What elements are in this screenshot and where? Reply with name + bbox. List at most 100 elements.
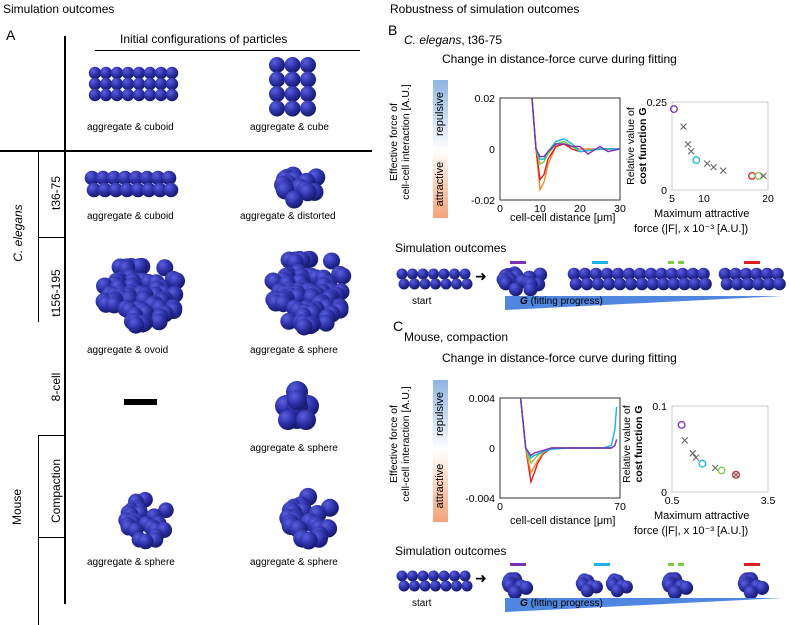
particle [296, 410, 316, 430]
particle [430, 580, 441, 592]
caption-r1c0: aggregate & cuboid [87, 211, 174, 222]
row-label-t36-75: t36-75 [49, 175, 63, 211]
particle [519, 580, 534, 595]
y-tick-label: 0.25 [647, 97, 668, 109]
scatter-point-x [711, 464, 719, 472]
particle [141, 182, 157, 198]
panel-b-force-curve: 0 10 20 300.020-0.02 [471, 93, 626, 215]
particle [284, 86, 301, 102]
x-tick-label: 10 [534, 203, 546, 215]
caption-r4c1: aggregate & sphere [250, 557, 338, 568]
initial-config-header: Initial configurations of particles [120, 32, 288, 46]
particle [139, 170, 155, 186]
particle [419, 278, 431, 290]
panel-b-progress-text: (fitting progress) [530, 296, 603, 307]
panel-c-outcome-2a [575, 573, 603, 598]
particle [150, 313, 168, 331]
particle [567, 267, 581, 281]
particle [300, 71, 316, 88]
caption-r3c1: aggregate & sphere [250, 443, 338, 454]
particle [154, 66, 168, 80]
scatter-point-cyan [698, 459, 707, 468]
particle [655, 267, 668, 281]
panel-b-ylabel-2: cell-cell interaction [A.U.] [400, 84, 412, 200]
scatter-point-x [732, 471, 740, 479]
series-line-purple [519, 397, 618, 457]
particle [99, 66, 113, 80]
particle [646, 277, 660, 291]
panel-c-outcome-4 [737, 572, 770, 600]
particle [762, 277, 776, 291]
particle [161, 170, 177, 186]
particle [679, 580, 694, 595]
row-divider-mouse [38, 537, 64, 538]
plot-frame [499, 397, 621, 499]
series-line-cyan [519, 397, 618, 460]
panel-c-arrow: ➜ [475, 570, 487, 586]
cluster-cuboid-t36 [84, 170, 179, 198]
panel-c-scatter-ylabel-2: cost function G [633, 405, 645, 483]
particle [110, 66, 124, 80]
particle [88, 77, 102, 91]
particle [300, 57, 316, 73]
series-line-red [519, 397, 612, 485]
particle [84, 170, 100, 186]
particle [398, 580, 410, 592]
panel-b-outcome-2 [567, 267, 649, 291]
particle [569, 277, 583, 291]
particle [158, 502, 174, 518]
particle [299, 531, 318, 550]
scatter-point-x [689, 449, 697, 457]
panel-b-start-label: start [412, 296, 432, 307]
particle [731, 277, 744, 291]
particle [438, 268, 450, 280]
scatter-point-x [681, 437, 689, 444]
particle [132, 88, 146, 102]
scatter-point-green [717, 466, 726, 475]
particle [284, 100, 301, 117]
particle [440, 580, 452, 592]
series-line-orange [531, 97, 620, 193]
panel-c-start-label: start [412, 598, 432, 609]
panel-b-ylabel: Effective force of cell-cell interaction … [388, 72, 412, 212]
panel-c-xlabel: cell-cell distance [μm] [510, 515, 616, 527]
particle [110, 88, 124, 102]
particle [760, 267, 774, 281]
particle [407, 570, 418, 582]
particle [718, 267, 732, 281]
particle [755, 580, 770, 595]
panel-c-scatter-xlabel-2: force (|F|, x 10⁻³ [A.U.]) [634, 525, 749, 537]
particle [168, 272, 186, 290]
caption-r1c1: aggregate & distorted [240, 211, 336, 222]
particle [409, 580, 420, 592]
particle [409, 278, 420, 290]
panel-c-ylabel: Effective force of cell-cell interaction … [388, 374, 412, 514]
particle [295, 318, 313, 336]
particle [284, 57, 301, 73]
particle [771, 267, 784, 281]
particle [154, 77, 168, 91]
particle [398, 278, 410, 290]
table-horizontal-rule [0, 150, 372, 152]
panel-b-outcome-3 [644, 267, 712, 291]
y-tick-label: 0 [489, 443, 495, 455]
scatter-point-x [684, 140, 692, 148]
particle [451, 580, 462, 592]
x-tick-label: 70 [614, 501, 626, 513]
y-tick-label: 0.02 [475, 93, 496, 105]
particle [440, 278, 452, 290]
panel-b-scatter-ylabel: Relative value of cost function G [625, 91, 649, 201]
panel-b-ylabel-1: Effective force of [388, 103, 400, 182]
particle [417, 570, 429, 582]
panel-b-repulsive-label: repulsive [434, 91, 446, 137]
x-tick-label: 0.5 [665, 495, 680, 507]
particle [269, 57, 285, 73]
particle [97, 182, 113, 198]
particle [635, 277, 649, 291]
panel-b-curve-title: Change in distance-force curve during fi… [442, 52, 677, 66]
panel-c-scatter-ylabel-1: Relative value of [621, 405, 633, 483]
panel-c-ylabel-2: cell-cell interaction [A.U.] [400, 386, 412, 502]
particle [119, 182, 135, 198]
row-label-compaction: Compaction [49, 458, 63, 524]
particle [720, 277, 734, 291]
